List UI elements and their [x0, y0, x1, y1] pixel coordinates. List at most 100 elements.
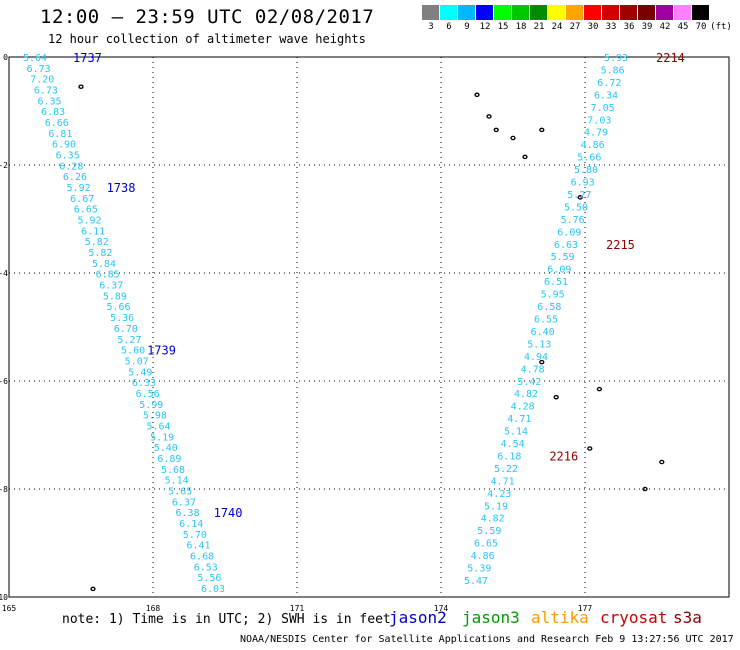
wave-height-value: 5.65 — [168, 486, 192, 497]
longitude-label: 177 — [578, 604, 593, 613]
legend-altika: altika — [531, 608, 589, 627]
wave-height-value: 5.50 — [564, 202, 588, 213]
scale-label: 42 — [659, 22, 671, 32]
scale-swatch — [548, 5, 566, 20]
scale-swatch — [422, 5, 440, 20]
wave-height-value: 5.19 — [150, 432, 174, 443]
scale-swatch — [584, 5, 602, 20]
wave-height-value: 6.67 — [70, 194, 94, 205]
island-outline — [577, 195, 583, 200]
scale-label: 36 — [623, 22, 635, 32]
wave-height-value: 6.28 — [59, 161, 83, 172]
map-subtitle: 12 hour collection of altimeter wave hei… — [48, 32, 366, 46]
wave-height-value: 4.79 — [584, 128, 608, 139]
wave-height-value: 5.92 — [67, 183, 91, 194]
island-outline — [90, 586, 96, 592]
wave-height-value: 5.47 — [464, 576, 488, 587]
scale-label: 70 — [695, 22, 707, 32]
wave-height-value: 6.37 — [99, 281, 123, 292]
wave-height-value: 4.94 — [524, 352, 548, 363]
wave-height-value: 5.99 — [139, 400, 163, 411]
wave-height-value: 6.38 — [176, 508, 200, 519]
wave-height-value: 5.66 — [577, 153, 601, 164]
wave-height-value: 6.70 — [114, 324, 138, 335]
scale-swatch — [440, 5, 458, 20]
longitude-label: 165 — [2, 604, 17, 613]
color-scale-bar — [422, 5, 710, 20]
wave-height-value: 6.65 — [474, 539, 498, 550]
scale-label: 12 — [479, 22, 491, 32]
scale-swatch — [530, 5, 548, 20]
wave-height-value: 6.09 — [547, 265, 571, 276]
wave-height-value: 7.20 — [30, 75, 54, 86]
legend-cryosat: cryosat — [600, 608, 668, 627]
wave-height-value: 5.86 — [601, 65, 625, 76]
wave-height-value: 5.27 — [117, 335, 141, 346]
scale-label: 3 — [428, 22, 434, 32]
scale-swatch — [638, 5, 656, 20]
wave-height-value: 4.71 — [491, 476, 515, 487]
pass-time-label: 1737 — [73, 51, 102, 65]
wave-height-value: 5.19 — [484, 501, 508, 512]
wave-height-value: 5.82 — [88, 248, 112, 259]
wave-height-value: 4.82 — [514, 389, 538, 400]
wave-height-value: 5.59 — [551, 252, 575, 263]
wave-height-value: 5.39 — [467, 564, 491, 575]
wave-height-value: 5.89 — [103, 291, 127, 302]
wave-height-value: 4.86 — [581, 140, 605, 151]
latitude-label: 0 — [3, 53, 8, 62]
legend-s3a: s3a — [673, 608, 702, 627]
wave-height-value: 6.35 — [56, 151, 80, 162]
wave-height-value: 6.37 — [172, 497, 196, 508]
wave-height-value: 6.33 — [132, 378, 156, 389]
wave-height-value: 4.28 — [511, 402, 535, 413]
latitude-label: -10 — [0, 593, 8, 602]
color-scale-labels: 3 6 9 12 15 18 21 24 27 30 33 36 39 42 45 70 (ft) — [422, 22, 732, 32]
wave-height-value: 5.82 — [85, 237, 109, 248]
scale-swatch — [674, 5, 692, 20]
credit-line: NOAA/NESDIS Center for Satellite Applica… — [240, 634, 734, 645]
scale-label: 45 — [677, 22, 689, 32]
island-outline — [587, 446, 593, 451]
wave-height-value: 5.14 — [165, 476, 189, 487]
pass-time-label: 1740 — [214, 506, 243, 520]
wave-height-value: 5.56 — [197, 573, 221, 584]
wave-height-value: 6.83 — [41, 107, 65, 118]
island-outline — [539, 127, 545, 133]
island-outline — [553, 394, 559, 400]
scale-swatch — [458, 5, 476, 20]
wave-height-value: 6.89 — [157, 454, 181, 465]
latitude-label: -8 — [0, 485, 8, 494]
island-outline — [642, 486, 648, 492]
wave-height-value: 5.27 — [567, 190, 591, 201]
legend-jason3: jason3 — [462, 608, 520, 627]
wave-height-value: 5.59 — [477, 526, 501, 537]
wave-height-value: 5.60 — [121, 346, 145, 357]
wave-height-value: 6.09 — [557, 227, 581, 238]
wave-height-value: 4.23 — [487, 489, 511, 500]
scale-label: 6 — [446, 22, 452, 32]
wave-height-value: 4.82 — [481, 514, 505, 525]
pass-time-label: 2214 — [656, 51, 685, 65]
wave-height-value: 6.65 — [74, 205, 98, 216]
wave-height-value: 7.05 — [591, 103, 615, 114]
map-frame — [8, 56, 730, 598]
wave-height-value: 5.93 — [604, 53, 628, 64]
scale-swatch — [602, 5, 620, 20]
island-outline — [474, 92, 480, 98]
latitude-label: -2 — [0, 161, 8, 170]
wave-height-value: 5.70 — [183, 530, 207, 541]
wave-height-value: 5.22 — [494, 464, 518, 475]
wave-height-value: 6.34 — [594, 90, 618, 101]
island-outline — [493, 127, 499, 133]
latitude-label: -4 — [0, 269, 8, 278]
scale-swatch — [512, 5, 530, 20]
scale-swatch — [566, 5, 584, 20]
wave-height-value: 5.49 — [128, 367, 152, 378]
wave-height-value: 5.64 — [146, 421, 170, 432]
scale-label: 27 — [569, 22, 581, 32]
wave-height-value: 4.71 — [507, 414, 531, 425]
wave-height-value: 5.07 — [125, 356, 149, 367]
latitude-label: -6 — [0, 377, 8, 386]
